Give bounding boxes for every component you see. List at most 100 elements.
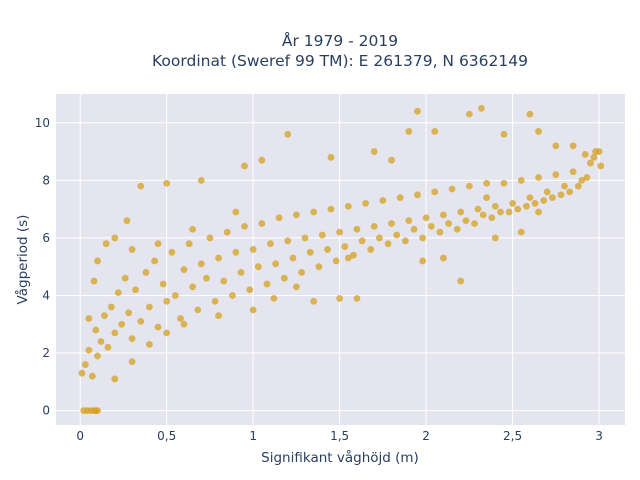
- y-axis-title: Vågperiod (s): [14, 215, 31, 305]
- data-point: [85, 315, 93, 322]
- data-point: [292, 211, 300, 219]
- data-point: [465, 110, 473, 118]
- data-point: [215, 254, 222, 262]
- data-point: [540, 197, 548, 204]
- data-point: [583, 174, 591, 181]
- data-point: [272, 260, 280, 268]
- data-point: [578, 176, 586, 184]
- x-tick-label: 1: [249, 429, 257, 443]
- data-point: [197, 260, 205, 268]
- data-point: [327, 205, 335, 213]
- data-point: [197, 176, 205, 184]
- data-point: [587, 159, 594, 167]
- data-point: [341, 243, 349, 250]
- data-point: [111, 234, 119, 242]
- data-point: [569, 168, 577, 176]
- data-point: [581, 151, 589, 158]
- data-point: [332, 257, 340, 265]
- data-point: [427, 223, 435, 230]
- data-point: [414, 191, 421, 199]
- data-point: [514, 205, 522, 213]
- data-point: [145, 303, 153, 311]
- data-point: [379, 197, 387, 204]
- data-point: [310, 208, 318, 216]
- data-point: [284, 130, 292, 138]
- data-point: [151, 257, 158, 265]
- y-tick-label: 2: [42, 346, 50, 360]
- data-point: [284, 237, 292, 245]
- data-point: [159, 280, 167, 288]
- data-point: [275, 214, 283, 222]
- data-point: [353, 225, 361, 233]
- data-point: [569, 142, 577, 150]
- data-point: [465, 182, 473, 190]
- data-point: [574, 182, 582, 190]
- data-point: [376, 234, 383, 242]
- data-point: [97, 338, 105, 345]
- data-point: [128, 246, 136, 253]
- data-point: [154, 323, 162, 331]
- data-point: [189, 283, 197, 291]
- data-point: [362, 199, 369, 207]
- data-point: [211, 297, 219, 305]
- data-point: [410, 225, 418, 233]
- data-point: [163, 329, 171, 337]
- data-point: [535, 128, 542, 135]
- data-point: [478, 104, 485, 112]
- data-point: [431, 128, 439, 135]
- data-point: [289, 254, 297, 262]
- data-point: [94, 407, 101, 415]
- y-tick-label: 10: [35, 116, 50, 130]
- data-point: [194, 306, 202, 314]
- data-point: [88, 372, 96, 380]
- data-point: [315, 263, 323, 271]
- data-point: [431, 188, 439, 196]
- data-point: [101, 312, 108, 320]
- data-point: [552, 171, 560, 178]
- data-point: [85, 346, 93, 354]
- data-point: [500, 179, 508, 187]
- data-point: [474, 205, 482, 213]
- data-point: [301, 234, 309, 242]
- data-point: [310, 297, 318, 305]
- data-point: [497, 208, 504, 216]
- data-point: [78, 369, 86, 377]
- data-point: [154, 240, 162, 248]
- data-point: [249, 246, 257, 253]
- data-point: [488, 214, 496, 222]
- data-point: [440, 211, 447, 219]
- data-point: [123, 217, 131, 225]
- data-point: [128, 358, 136, 366]
- data-point: [223, 228, 231, 236]
- data-point: [543, 188, 551, 196]
- data-point: [505, 208, 513, 216]
- data-point: [125, 309, 133, 317]
- data-point: [384, 240, 392, 248]
- data-point: [206, 234, 214, 242]
- grid-lines: [56, 94, 625, 425]
- data-point: [107, 303, 115, 311]
- data-point: [215, 312, 222, 320]
- data-point: [592, 148, 599, 155]
- data-point: [137, 317, 145, 325]
- data-point: [185, 240, 193, 248]
- data-point: [232, 248, 240, 256]
- data-point: [491, 202, 499, 210]
- data-point: [232, 208, 240, 216]
- data-points: [78, 104, 605, 415]
- y-tick-label: 6: [42, 231, 50, 245]
- data-point: [552, 142, 560, 150]
- data-point: [509, 199, 516, 207]
- data-point: [237, 269, 245, 276]
- data-point: [298, 269, 305, 276]
- data-point: [523, 202, 530, 210]
- data-point: [254, 263, 262, 271]
- data-point: [557, 191, 565, 199]
- data-point: [388, 220, 395, 227]
- chart-title-line-1: År 1979 - 2019: [282, 31, 398, 50]
- data-point: [121, 274, 129, 282]
- data-point: [344, 254, 352, 262]
- data-point: [531, 199, 539, 207]
- x-tick-label: 1,5: [330, 429, 349, 443]
- data-point: [561, 182, 568, 190]
